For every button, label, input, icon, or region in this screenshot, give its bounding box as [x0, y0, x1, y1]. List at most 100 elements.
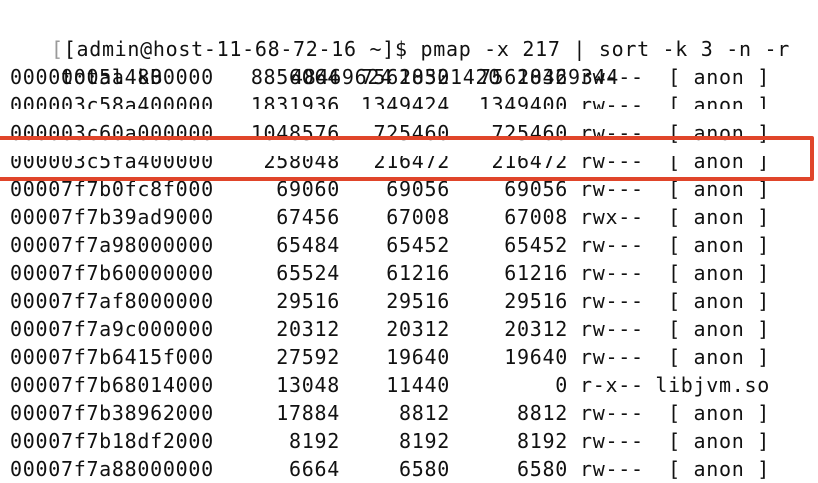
mode-cell: rw---	[580, 149, 644, 173]
mode-cell: rwx--	[580, 205, 644, 229]
dirty-cell: 65452	[504, 233, 568, 257]
rss-cell: 7562832	[360, 65, 450, 89]
address-cell: 000003c60a000000	[10, 121, 214, 145]
address-cell: 00007f7a88000000	[10, 457, 214, 481]
mode-cell: rw---	[580, 65, 644, 89]
address-cell: 00007f7b60000000	[10, 261, 214, 285]
rss-cell: 61216	[386, 261, 450, 285]
table-row: 00007f7b0fc8f000 69060 69056 69056 rw--- [ an…	[0, 175, 818, 203]
mode-cell: rw---	[580, 121, 644, 145]
table-row: 00007f7b39ad9000 67456 67008 67008 rwx-- [ an…	[0, 203, 818, 231]
address-cell: 00007f7a98000000	[10, 233, 214, 257]
mapping-cell: [ anon ]	[668, 149, 770, 173]
table-row: 00007f7af8000000 29516 29516 29516 rw--- [ an…	[0, 287, 818, 315]
address-cell: 00000005a4800000	[10, 65, 214, 89]
kbytes-cell: 67456	[276, 205, 340, 229]
total-kbytes: 48469624	[290, 65, 393, 89]
command-text: pmap -x 217 | sort -k 3 -n -r	[420, 37, 790, 61]
dirty-cell: 6580	[517, 457, 568, 481]
mapping-cell: [ anon ]	[668, 429, 770, 453]
mode-cell: rw---	[580, 317, 644, 341]
kbytes-cell: 1048576	[250, 121, 340, 145]
address-cell: 000003c58a400000	[10, 93, 214, 117]
dirty-cell: 67008	[504, 205, 568, 229]
table-row-highlighted: 000003c60a000000 1048576 725460 725460 rw---…	[0, 119, 818, 147]
address-cell: 00007f7b0fc8f000	[10, 177, 214, 201]
mapping-cell: [ anon ]	[668, 65, 770, 89]
dirty-cell: 19640	[504, 345, 568, 369]
mode-cell: rw---	[580, 261, 644, 285]
pmap-rows: 00000005a4800000 8856064 7562832 7562832 rw-…	[0, 63, 818, 483]
table-row: 00007f7b6415f000 27592 19640 19640 rw--- [ an…	[0, 343, 818, 371]
mode-cell: rw---	[580, 457, 644, 481]
address-cell: 00007f7b39ad9000	[10, 205, 214, 229]
mapping-cell: [ anon ]	[668, 261, 770, 285]
dirty-cell: 69056	[504, 177, 568, 201]
rss-cell: 29516	[386, 289, 450, 313]
address-cell: 00007f7b6415f000	[10, 345, 214, 369]
address-cell: 00007f7b38962000	[10, 401, 214, 425]
address-cell: 000003c5fa400000	[10, 149, 214, 173]
rss-cell: 11440	[386, 373, 450, 397]
kbytes-cell: 69060	[276, 177, 340, 201]
address-cell: 00007f7af8000000	[10, 289, 214, 313]
kbytes-cell: 13048	[276, 373, 340, 397]
kbytes-cell: 1831936	[250, 93, 340, 117]
mapping-cell: [ anon ]	[668, 317, 770, 341]
kbytes-cell: 27592	[276, 345, 340, 369]
dirty-cell: 29516	[504, 289, 568, 313]
kbytes-cell: 258048	[263, 149, 340, 173]
rss-cell: 8812	[399, 401, 450, 425]
mapping-cell: [ anon ]	[668, 345, 770, 369]
total-dirty: 10469344	[517, 65, 619, 89]
table-row: 00007f7b68014000 13048 11440 0 r-x-- libjvm.s…	[0, 371, 818, 399]
kbytes-cell: 65484	[276, 233, 340, 257]
table-row: 00007f7a98000000 65484 65452 65452 rw--- [ an…	[0, 231, 818, 259]
mode-cell: rw---	[580, 177, 644, 201]
table-row: 000003c5fa400000 258048 216472 216472 rw--- […	[0, 149, 818, 175]
rss-cell: 65452	[386, 233, 450, 257]
dirty-cell: 20312	[504, 317, 568, 341]
kbytes-cell: 20312	[276, 317, 340, 341]
rss-cell: 6580	[399, 457, 450, 481]
rss-cell: 19640	[386, 345, 450, 369]
mapping-cell: [ anon ]	[668, 93, 770, 117]
mapping-cell: [ anon ]	[668, 233, 770, 257]
total-label: total kB	[60, 65, 163, 89]
kbytes-cell: 29516	[276, 289, 340, 313]
mode-cell: rw---	[580, 345, 644, 369]
dirty-cell: 216472	[491, 149, 568, 173]
mapping-cell: [ anon ]	[668, 289, 770, 313]
dirty-cell: 8192	[517, 429, 568, 453]
mode-cell: rw---	[580, 289, 644, 313]
mapping-cell: [ anon ]	[668, 205, 770, 229]
rss-cell: 1349424	[360, 93, 450, 117]
kbytes-cell: 17884	[276, 401, 340, 425]
mode-cell: r-x--	[580, 373, 644, 397]
address-cell: 00007f7b18df2000	[10, 429, 214, 453]
mode-cell: rw---	[580, 93, 644, 117]
kbytes-cell: 65524	[276, 261, 340, 285]
mapping-cell: [ anon ]	[668, 177, 770, 201]
table-row: 00007f7a9c000000 20312 20312 20312 rw--- [ an…	[0, 315, 818, 343]
dirty-cell: 0	[555, 373, 568, 397]
dirty-cell: 8812	[517, 401, 568, 425]
dirty-cell: 725460	[491, 121, 568, 145]
mapping-cell: [ anon ]	[668, 401, 770, 425]
kbytes-cell: 8192	[289, 429, 340, 453]
kbytes-cell: 6664	[289, 457, 340, 481]
total-rss: 10501420	[399, 65, 501, 89]
mode-cell: rw---	[580, 401, 644, 425]
table-row: 00007f7b18df2000 8192 8192 8192 rw--- [ anon …	[0, 427, 818, 455]
mapping-cell: libjvm.so	[655, 373, 770, 397]
address-cell: 00007f7b68014000	[10, 373, 214, 397]
rss-cell: 8192	[399, 429, 450, 453]
rss-cell: 67008	[386, 205, 450, 229]
mapping-cell: [ anon ]	[668, 457, 770, 481]
mode-cell: rw---	[580, 233, 644, 257]
table-row: 000003c58a400000 1831936 1349424 1349400 rw-…	[0, 91, 818, 117]
rss-cell: 20312	[386, 317, 450, 341]
dirty-cell: 61216	[504, 261, 568, 285]
table-row: 00007f7a88000000 6664 6580 6580 rw--- [ anon …	[0, 455, 818, 483]
